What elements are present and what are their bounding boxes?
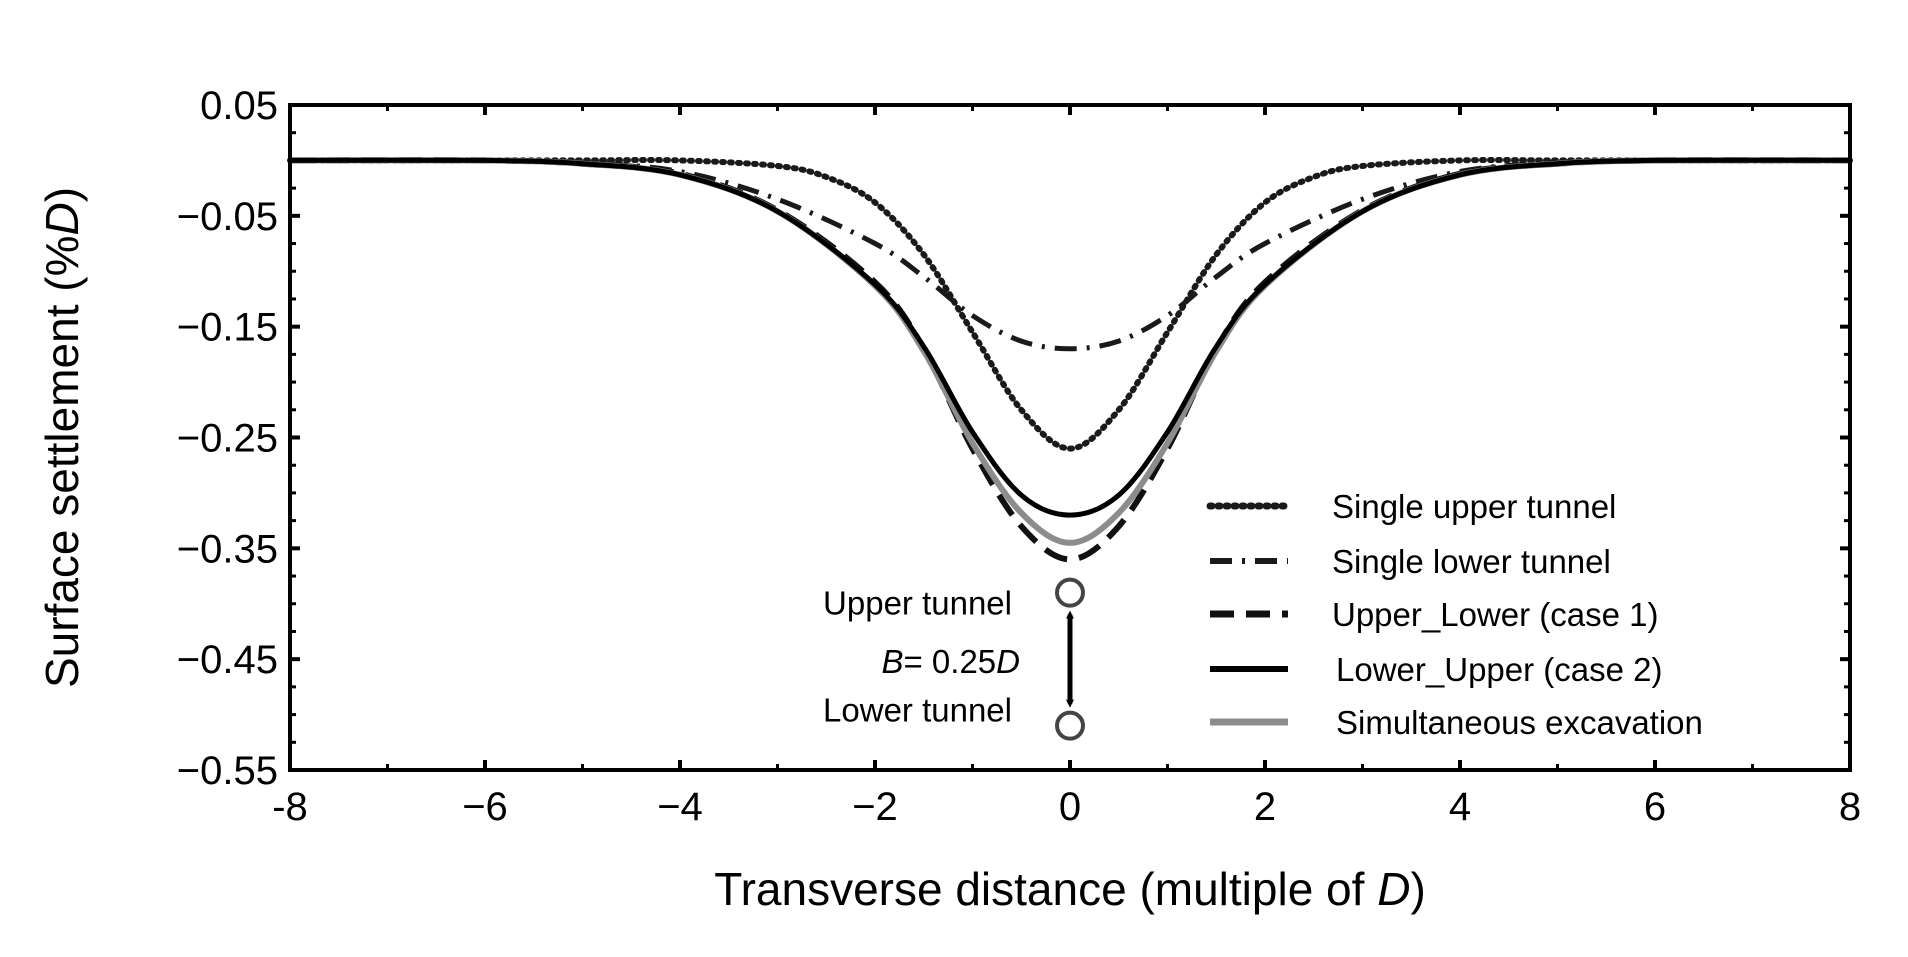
x-tick-label: 4 bbox=[1449, 785, 1471, 829]
y-tick-label: 0.05 bbox=[200, 84, 278, 128]
series-line-simultaneous-excavation bbox=[289, 157, 1851, 546]
x-tick-label: 8 bbox=[1839, 785, 1861, 829]
x-tick-label: 6 bbox=[1644, 785, 1666, 829]
upper-tunnel-marker bbox=[1055, 577, 1085, 608]
legend: Single upper tunnel Single lower tunnel Up… bbox=[1206, 488, 1703, 741]
lower-tunnel-label: Lower tunnel bbox=[823, 692, 1012, 729]
legend-label-single-upper-tunnel: Single upper tunnel bbox=[1332, 488, 1616, 525]
series-line-single-lower-tunnel bbox=[289, 157, 1851, 352]
tick-layer: -8 −6 −4 −2 0 2 4 6 8 0.05 −0.05 −0.15 −0.25 −0.35 −0.… bbox=[177, 84, 1861, 829]
x-tick-label: −6 bbox=[462, 785, 508, 829]
legend-label-lower-upper-case2: Lower_Upper (case 2) bbox=[1336, 651, 1663, 688]
x-tick-label: −2 bbox=[852, 785, 898, 829]
y-axis-title: Surface settlement (%D) bbox=[36, 187, 88, 688]
series-line-single-upper-tunnel bbox=[287, 157, 1853, 452]
legend-label-simultaneous-excavation: Simultaneous excavation bbox=[1336, 704, 1703, 741]
spacing-label: B= 0.25D bbox=[881, 643, 1020, 680]
y-tick-label: −0.45 bbox=[177, 638, 278, 682]
x-tick-label: 2 bbox=[1254, 785, 1276, 829]
x-tick-label: 0 bbox=[1059, 785, 1081, 829]
x-axis-title: Transverse distance (multiple of D) bbox=[714, 863, 1426, 915]
y-tick-label: −0.05 bbox=[177, 195, 278, 239]
y-tick-label: −0.35 bbox=[177, 527, 278, 571]
x-tick-label: -8 bbox=[272, 785, 308, 829]
legend-label-single-lower-tunnel: Single lower tunnel bbox=[1332, 543, 1611, 580]
y-tick-label: −0.55 bbox=[177, 749, 278, 793]
series-line-lower-upper-case2 bbox=[289, 157, 1851, 518]
upper-tunnel-label: Upper tunnel bbox=[823, 585, 1012, 622]
legend-label-upper-lower-case1: Upper_Lower (case 1) bbox=[1332, 596, 1659, 633]
annotation-layer bbox=[1055, 577, 1085, 741]
lower-tunnel-marker bbox=[1055, 710, 1085, 741]
y-tick-label: −0.25 bbox=[177, 417, 278, 461]
x-tick-label: −4 bbox=[657, 785, 703, 829]
series-layer bbox=[287, 157, 1853, 563]
y-tick-label: −0.15 bbox=[177, 306, 278, 350]
